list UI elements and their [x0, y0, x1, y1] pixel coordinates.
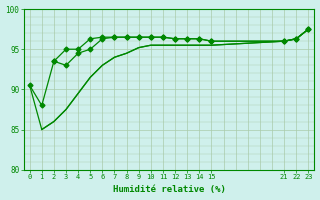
X-axis label: Humidité relative (%): Humidité relative (%)	[113, 185, 226, 194]
